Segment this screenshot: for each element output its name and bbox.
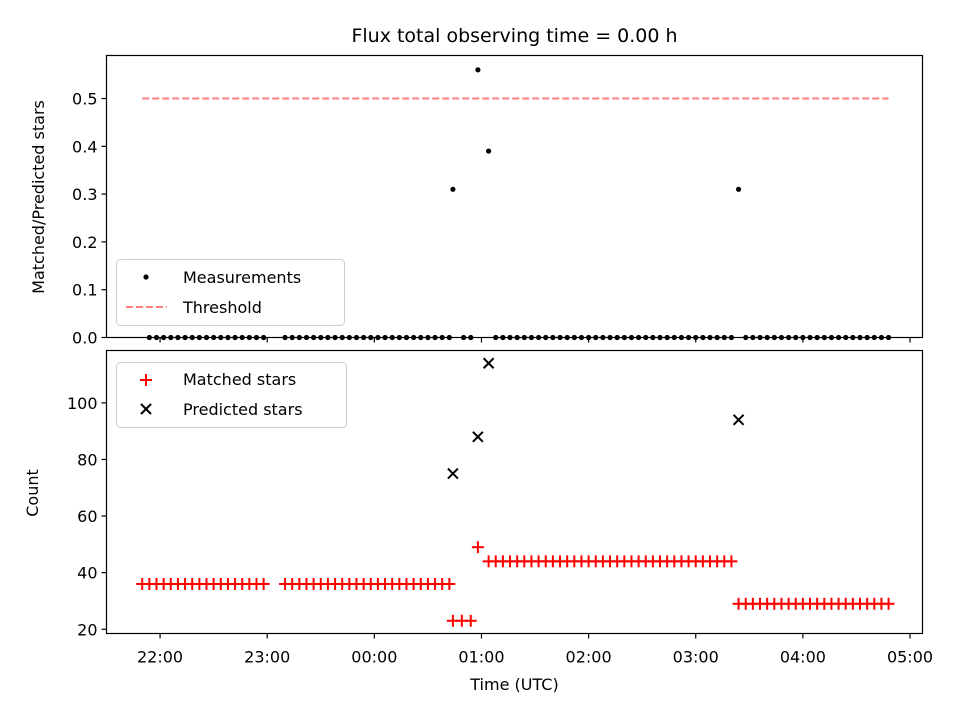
bottom-y-tick-label: 40 bbox=[77, 564, 97, 583]
x-tick-label: 04:00 bbox=[780, 648, 826, 667]
predicted-star-point bbox=[472, 431, 484, 443]
legend-matched-label: Matched stars bbox=[183, 370, 296, 389]
matched-star-point bbox=[443, 577, 456, 590]
predicted-star-point bbox=[732, 414, 745, 426]
bottom-y-axis-label: Count bbox=[23, 469, 42, 517]
legend-measurements-label: Measurements bbox=[183, 268, 301, 287]
top-y-tick-label: 0.1 bbox=[72, 281, 97, 300]
x-tick-label: 23:00 bbox=[244, 648, 290, 667]
top-legend: Measurements Threshold bbox=[116, 259, 345, 326]
chart-title: Flux total observing time = 0.00 h bbox=[351, 25, 677, 47]
measurement-point bbox=[486, 148, 492, 154]
bottom-y-tick-label: 100 bbox=[67, 394, 98, 413]
bottom-legend: Matched stars Predicted stars bbox=[116, 362, 347, 428]
top-y-tick-label: 0.0 bbox=[72, 329, 97, 348]
legend-predicted-label: Predicted stars bbox=[183, 400, 303, 419]
x-tick-label: 03:00 bbox=[673, 648, 719, 667]
x-tick-label: 01:00 bbox=[458, 648, 504, 667]
top-plot-frame bbox=[105, 54, 924, 339]
matched-star-point bbox=[464, 614, 477, 627]
top-y-tick-label: 0.4 bbox=[72, 137, 97, 156]
measurement-point bbox=[475, 67, 481, 73]
flux-ratio-panel: Flux total observing time = 0.00 h Match… bbox=[29, 25, 924, 348]
bottom-y-tick-label: 60 bbox=[77, 507, 97, 526]
top-y-tick-label: 0.2 bbox=[72, 233, 97, 252]
legend-threshold-label: Threshold bbox=[182, 298, 262, 317]
matched-star-point bbox=[471, 541, 484, 554]
x-tick-label: 00:00 bbox=[351, 648, 397, 667]
top-y-tick-label: 0.5 bbox=[72, 90, 97, 109]
legend-matched-marker bbox=[140, 374, 152, 386]
x-tick-label: 05:00 bbox=[887, 648, 933, 667]
legend-predicted-marker bbox=[140, 403, 152, 415]
top-y-axis-label: Matched/Predicted stars bbox=[29, 100, 48, 294]
measurement-point bbox=[735, 186, 742, 192]
legend-measurements-marker bbox=[143, 274, 149, 280]
measurement-point bbox=[450, 186, 456, 192]
x-tick-label: 22:00 bbox=[137, 648, 183, 667]
bottom-plot-frame bbox=[105, 349, 924, 635]
bottom-y-tick-label: 80 bbox=[77, 450, 97, 469]
matched-star-point bbox=[882, 597, 895, 610]
matched-star-point bbox=[725, 555, 738, 568]
predicted-star-point bbox=[482, 357, 495, 369]
predicted-star-point bbox=[447, 467, 459, 480]
matched-star-point bbox=[257, 577, 270, 590]
x-axis-label: Time (UTC) bbox=[469, 675, 558, 694]
top-y-tick-label: 0.3 bbox=[72, 185, 97, 204]
bottom-y-tick-label: 20 bbox=[77, 620, 97, 639]
x-tick-label: 02:00 bbox=[566, 648, 612, 667]
star-count-panel: Count Time (UTC) 20 40 60 80 100 22:00 23:00 0… bbox=[23, 349, 933, 694]
